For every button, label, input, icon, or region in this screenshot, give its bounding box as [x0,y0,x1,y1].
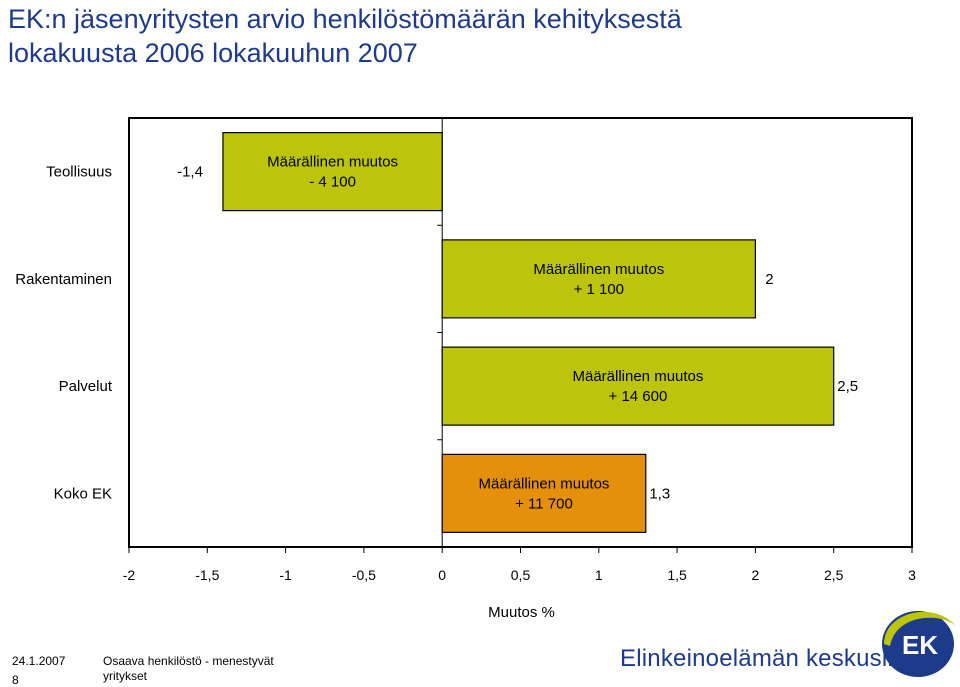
ek-logo: EK [882,611,956,677]
x-tick-label: 0,5 [511,567,531,583]
bar-annotation-value: + 11 700 [515,495,573,512]
x-tick-label: -0,5 [352,567,376,583]
footer-date: 24.1.2007 [12,654,66,668]
bar [441,239,757,319]
x-tick-label: 3 [908,567,916,583]
x-tick-label: -1,5 [195,567,219,583]
bar-annotation-label: Määrällinen muutos [267,154,398,171]
bar-annotation-value: + 1 100 [574,281,624,298]
category-label: Rakentaminen [15,271,112,288]
x-tick-label: 1 [595,567,603,583]
bar-chart: -2 -1,5 -1 -0,5 0 0,5 1 1,5 2 2,5 3 Muutos % Teollis… [15,117,916,621]
brand-name: Elinkeinoelämän keskusliitto [620,645,926,672]
bar-annotation-value: - 4 100 [309,174,356,191]
x-tick-label: 2,5 [824,567,844,583]
category-label: Koko EK [54,485,112,502]
category-label: Teollisuus [46,164,112,181]
x-tick-label: 1,5 [667,567,687,583]
bar-value-label: 2,5 [837,378,858,395]
footer-slogan: Osaava henkilöstö - menestyvät yritykset [103,654,274,683]
bar-value-label: -1,4 [177,164,203,181]
page-title: EK:n jäsenyritysten arvio henkilöstömäär… [8,2,948,70]
x-tick-label: -1 [279,567,292,583]
logo-swoosh [884,611,956,646]
footer-page-number: 8 [12,673,19,687]
category-label: Palvelut [59,378,113,395]
bar-annotation-value: + 14 600 [609,388,668,405]
bar-value-label: 2 [765,271,773,288]
title-line-2: lokakuusta 2006 lokakuuhun 2007 [8,38,418,68]
logo-text: EK [902,630,938,660]
bar-annotation-label: Määrällinen muutos [479,475,610,492]
bar-value-label: 1,3 [649,485,670,502]
bar [441,453,647,533]
title-line-1: EK:n jäsenyritysten arvio henkilöstömäär… [8,4,682,34]
x-tick-label: 0 [438,567,446,583]
x-tick-label: 2 [752,567,760,583]
bar-annotation-label: Määrällinen muutos [533,261,664,278]
x-tick-label: -2 [123,567,136,583]
bar-annotation-label: Määrällinen muutos [572,368,703,385]
bar [441,346,835,426]
bar [222,132,443,212]
x-axis-title: Muutos % [488,604,555,621]
